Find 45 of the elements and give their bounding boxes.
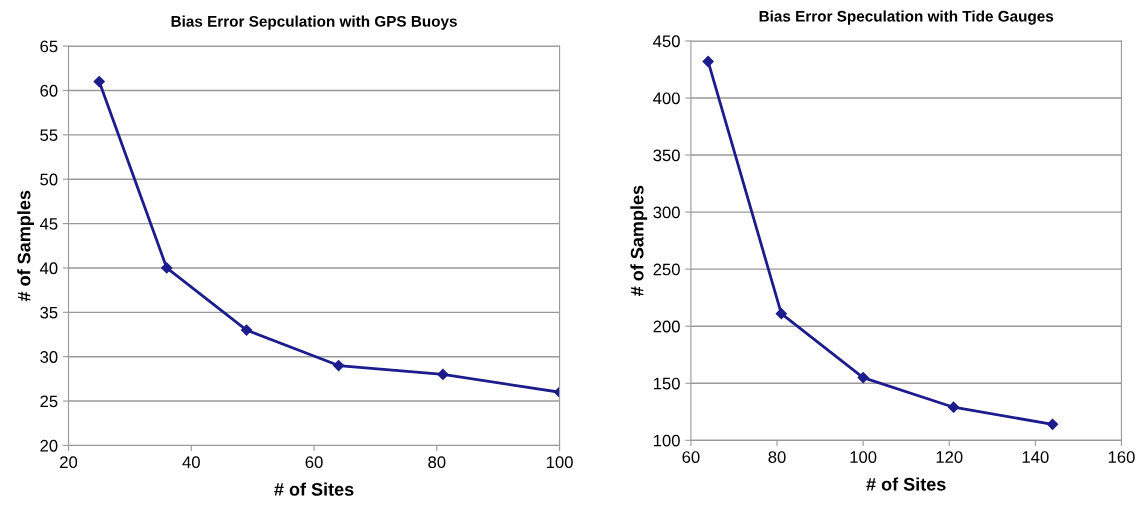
point xyxy=(332,359,345,372)
point xyxy=(947,401,960,413)
y-tick-label: 65 xyxy=(40,40,58,53)
y-tick-label: 50 xyxy=(40,173,58,186)
chart-title: Bias Error Speculation with Tide Gauges xyxy=(759,10,1054,25)
y-tick-label: 40 xyxy=(39,262,58,275)
x-tick-label: 60 xyxy=(682,451,700,463)
y-tick-label: 350 xyxy=(653,149,680,162)
y-tick-label: 450 xyxy=(653,35,680,48)
y-tick-label: 45 xyxy=(39,218,58,230)
point xyxy=(437,368,449,381)
y-tick-label: 60 xyxy=(40,84,58,97)
point xyxy=(857,371,869,384)
x-tick-label: 80 xyxy=(768,451,786,463)
point xyxy=(775,308,787,320)
x-tick-label: 100 xyxy=(546,456,573,469)
chart-title: Bias Error Sepculation with GPS Buoys xyxy=(171,15,457,30)
x-tick-label: 40 xyxy=(182,456,200,469)
x-tick-label: 60 xyxy=(305,456,323,469)
x-tick-label: 100 xyxy=(850,451,877,463)
y-tick-label: 55 xyxy=(40,129,58,142)
x-axis-title: # of Sites xyxy=(866,477,946,491)
y-tick-label: 200 xyxy=(653,320,680,333)
x-tick-label: 80 xyxy=(428,456,446,469)
y-tick-label: 400 xyxy=(653,92,680,105)
y-tick-label: 100 xyxy=(653,434,680,447)
point xyxy=(702,55,714,68)
x-tick-label: 140 xyxy=(1022,451,1049,463)
y-axis-title: # of Samples xyxy=(630,185,648,297)
y-tick-label: 300 xyxy=(653,206,680,219)
y-tick-label: 25 xyxy=(40,395,58,408)
point xyxy=(93,75,105,88)
y-tick-label: 30 xyxy=(40,351,58,363)
x-tick-label: 160 xyxy=(1108,451,1135,463)
x-tick-label: 20 xyxy=(60,456,78,469)
x-tick-label: 120 xyxy=(936,451,963,463)
point xyxy=(240,324,253,336)
point xyxy=(1046,418,1059,430)
point xyxy=(161,262,173,274)
y-axis-title: # of Samples xyxy=(17,190,35,302)
y-tick-label: 250 xyxy=(653,263,680,276)
y-tick-label: 20 xyxy=(40,439,58,452)
x-axis-title: # of Sites xyxy=(274,482,354,496)
y-tick-label: 150 xyxy=(653,377,680,390)
y-tick-label: 35 xyxy=(40,306,58,319)
